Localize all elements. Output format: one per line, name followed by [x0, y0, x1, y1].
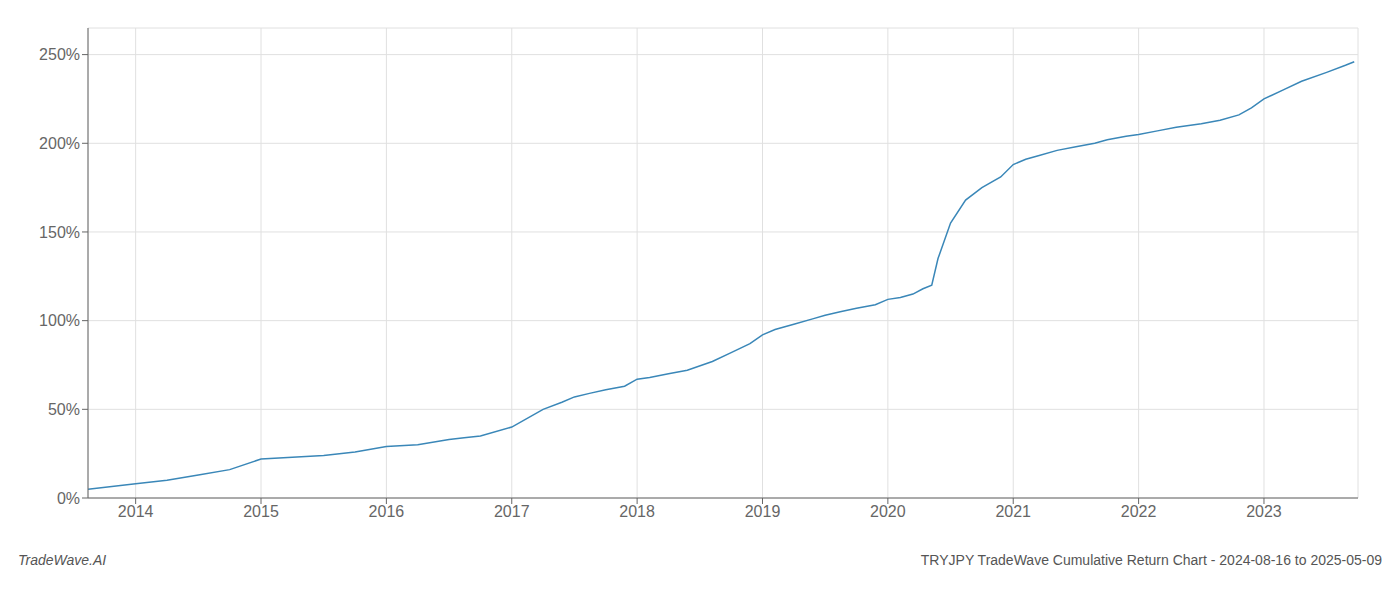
svg-text:2016: 2016: [369, 503, 405, 520]
svg-text:0%: 0%: [57, 490, 80, 507]
svg-text:150%: 150%: [39, 224, 80, 241]
svg-text:50%: 50%: [48, 401, 80, 418]
svg-text:2015: 2015: [243, 503, 279, 520]
svg-text:2018: 2018: [619, 503, 655, 520]
html-text:TradeWave.AI: TradeWave.AI: [18, 552, 107, 568]
svg-text:2023: 2023: [1246, 503, 1282, 520]
svg-text:200%: 200%: [39, 135, 80, 152]
svg-text:2014: 2014: [118, 503, 154, 520]
svg-text:2020: 2020: [870, 503, 906, 520]
svg-text:2022: 2022: [1121, 503, 1157, 520]
svg-text:2021: 2021: [995, 503, 1031, 520]
svg-text:100%: 100%: [39, 312, 80, 329]
html-text:TRYJPY TradeWave Cumulative Re: TRYJPY TradeWave Cumulative Return Chart…: [920, 552, 1382, 568]
svg-text:2017: 2017: [494, 503, 530, 520]
svg-text:250%: 250%: [39, 46, 80, 63]
svg-text:2019: 2019: [745, 503, 781, 520]
